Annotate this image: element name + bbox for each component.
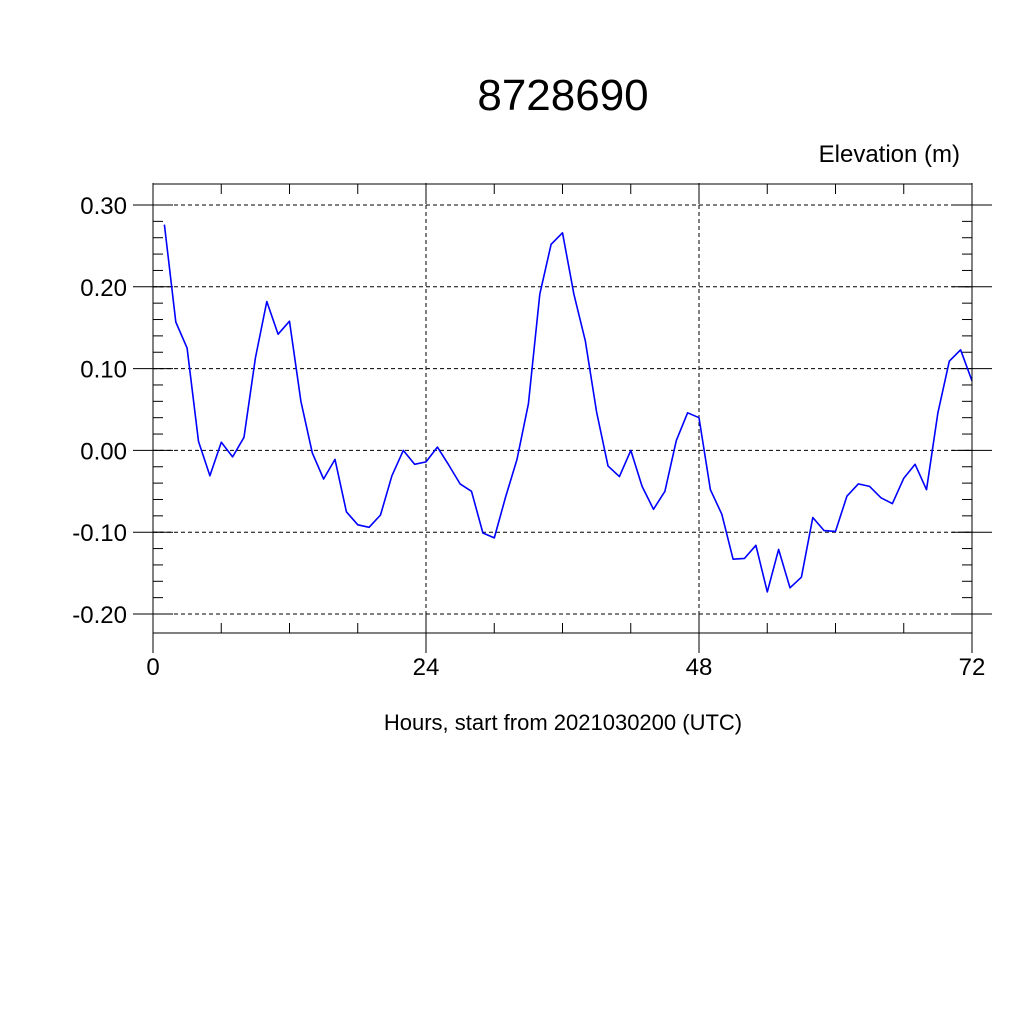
series-group	[163, 224, 973, 593]
y-tick-label: -0.20	[72, 602, 127, 629]
tick-labels: -0.20 -0.10 0.00 0.10 0.20 0.30 0 24 48 72	[72, 193, 985, 681]
y-tick-label: 0.00	[80, 438, 127, 465]
series-line	[163, 224, 973, 593]
grid-lines	[152, 184, 973, 633]
x-tick-label: 72	[959, 654, 986, 681]
plot-frame	[152, 183, 973, 634]
y-tick-label: 0.30	[80, 193, 127, 220]
y-axis-label: Elevation (m)	[819, 141, 960, 168]
y-tick-label: 0.20	[80, 275, 127, 302]
y-tick-label: 0.10	[80, 357, 127, 384]
x-axis-label: Hours, start from 2021030200 (UTC)	[384, 710, 742, 735]
y-tick-label: -0.10	[72, 520, 127, 547]
x-tick-label: 24	[413, 654, 440, 681]
x-tick-label: 0	[146, 654, 159, 681]
chart-title: 8728690	[477, 71, 648, 120]
axis-ticks	[133, 183, 992, 653]
x-tick-label: 48	[686, 654, 713, 681]
